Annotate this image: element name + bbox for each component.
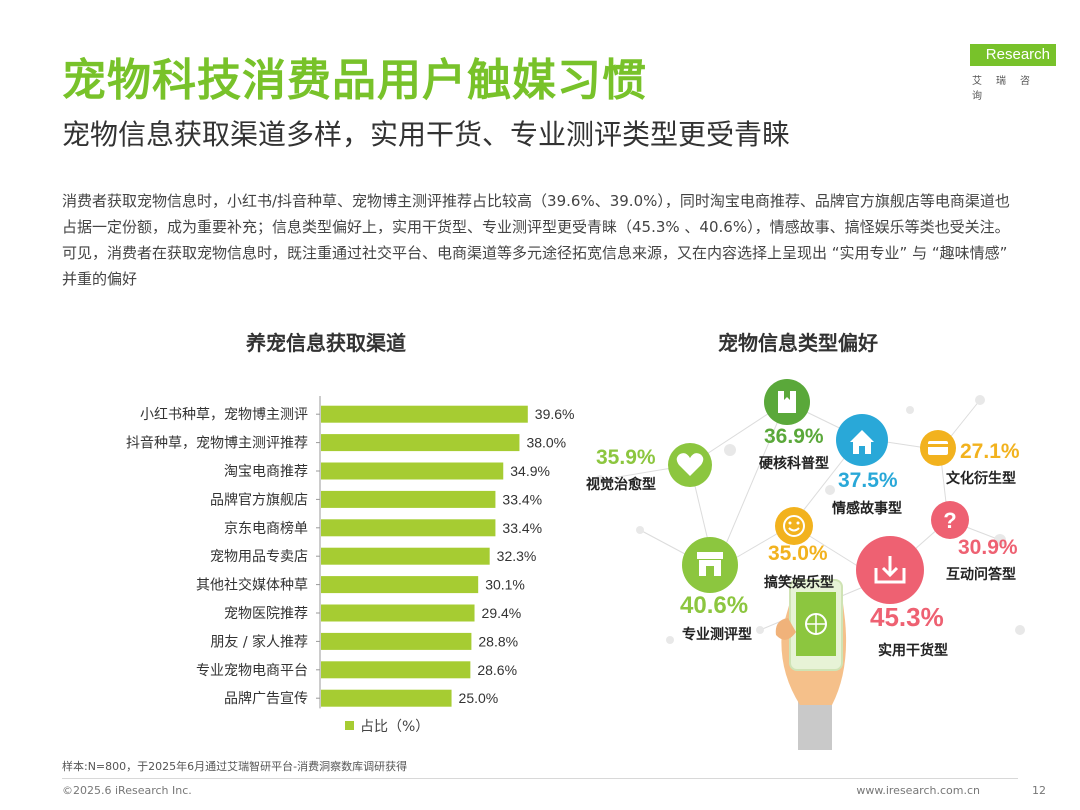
bar	[321, 490, 496, 508]
category-label: 淘宝电商推荐	[224, 464, 308, 480]
smile-icon	[783, 515, 805, 537]
bar-value-label: 38.0%	[526, 435, 566, 451]
sleeve	[798, 700, 832, 750]
category-label: 其他社交媒体种草	[196, 577, 308, 594]
bubble-wenhua	[920, 430, 956, 466]
footer-divider	[62, 778, 1018, 779]
preference-graphic: ?	[595, 379, 1025, 750]
category-label: 抖音种草，宠物博主测评推荐	[126, 435, 308, 452]
bubble-shiyong	[856, 536, 924, 604]
house-icon	[850, 430, 874, 454]
pct-zhuanye: 40.6%	[680, 592, 749, 619]
channel-chart-title: 养宠信息获取渠道	[246, 331, 406, 355]
label-shijue: 视觉治愈型	[586, 477, 656, 493]
bar-value-label: 34.9%	[510, 463, 550, 479]
bar	[321, 661, 471, 679]
bar	[321, 519, 496, 537]
pct-qinggan: 37.5%	[838, 469, 898, 492]
bar	[321, 604, 475, 622]
page-number: 12	[1032, 784, 1046, 797]
sample-note: 样本:N=800，于2025年6月通过艾瑞智研平台-消费洞察数库调研获得	[62, 760, 408, 773]
bar-value-label: 30.1%	[485, 577, 525, 593]
legend-label: 占比（%）	[360, 719, 430, 735]
bar-value-label: 39.6%	[535, 406, 575, 422]
bar-value-label: 28.6%	[477, 662, 517, 678]
network-dots	[595, 395, 1025, 644]
preference-chart-title: 宠物信息类型偏好	[718, 331, 878, 355]
pct-gaoxiao: 35.0%	[768, 542, 828, 565]
bar-value-label: 32.3%	[497, 548, 537, 564]
label-gaoxiao: 搞笑娱乐型	[764, 575, 834, 591]
heart-icon	[676, 453, 704, 476]
category-label: 京东电商榜单	[224, 520, 308, 537]
pct-yinghe: 36.9%	[764, 425, 824, 448]
bar-value-label: 33.4%	[502, 491, 542, 507]
category-label: 小红书种草，宠物博主测评	[140, 406, 308, 423]
label-shiyong: 实用干货型	[878, 643, 948, 659]
category-label: 宠物医院推荐	[224, 606, 308, 622]
chart-legend: 占比（%）	[345, 716, 429, 736]
legend-swatch	[345, 721, 354, 730]
footer-url: www.iresearch.com.cn	[856, 784, 980, 797]
card-icon	[928, 441, 948, 455]
category-label: 宠物用品专卖店	[210, 549, 308, 565]
label-yinghe: 硬核科普型	[759, 456, 829, 472]
logo-cn: 艾瑞咨询	[972, 76, 1044, 102]
bar-value-label: 25.0%	[459, 690, 499, 706]
bar	[321, 576, 479, 594]
question-icon: ?	[943, 508, 956, 533]
shop-icon	[697, 552, 723, 576]
bar-value-label: 29.4%	[482, 605, 522, 621]
pct-wenhua: 27.1%	[960, 440, 1020, 463]
bubble-gaoxiao	[775, 507, 813, 545]
preference-infographic: ? 45.3% 实用干货型 40.6% 专业测评型 37.5% 情感故事型 36…	[560, 370, 1080, 750]
pct-shiyong: 45.3%	[870, 602, 944, 632]
bar	[321, 632, 472, 650]
label-zhuanye: 专业测评型	[682, 627, 752, 643]
bar	[321, 462, 504, 480]
bar	[321, 689, 452, 707]
thumb	[775, 618, 796, 640]
bubble-qinggan	[836, 414, 888, 466]
bubble-zhuanye	[682, 537, 738, 593]
label-wenhua: 文化衍生型	[946, 471, 1016, 487]
logo-text: Research	[969, 44, 1056, 66]
bubble-yinghe	[764, 379, 810, 425]
channel-bar-chart: 小红书种草，宠物博主测评 39.6% 抖音种草，宠物博主测评推荐 38.0% 淘宝电商推…	[126, 396, 575, 709]
page-subtitle: 宠物信息获取渠道多样，实用干货、专业测评类型更受青睐	[62, 118, 791, 151]
bar	[321, 434, 520, 452]
label-qinggan: 情感故事型	[832, 501, 902, 517]
book-icon	[778, 391, 796, 413]
category-label: 朋友 / 家人推荐	[210, 633, 308, 650]
download-tray-icon	[874, 556, 906, 584]
pct-shijue: 35.9%	[596, 446, 656, 469]
iresearch-logo: i Research 艾瑞咨询	[969, 42, 1062, 102]
footer-copyright: ©2025.6 iResearch Inc.	[62, 784, 192, 797]
category-label: 专业宠物电商平台	[196, 663, 308, 679]
category-label: 品牌官方旗舰店	[210, 491, 308, 508]
pct-hudong: 30.9%	[958, 536, 1018, 559]
bar	[321, 547, 490, 565]
category-label: 品牌广告宣传	[224, 690, 308, 707]
bubble-shijue	[668, 443, 712, 487]
label-hudong: 互动问答型	[946, 567, 1016, 583]
bubble-hudong: ?	[931, 501, 969, 539]
bar-value-label: 28.8%	[478, 633, 518, 649]
bar	[321, 405, 528, 423]
summary-text: 消费者获取宠物信息时，小红书/抖音种草、宠物博主测评推荐占比较高（39.6%、3…	[62, 192, 1010, 288]
page-title: 宠物科技消费品用户触媒习惯	[62, 55, 647, 106]
bar-value-label: 33.4%	[502, 520, 542, 536]
hand-phone-illustration	[775, 579, 847, 750]
